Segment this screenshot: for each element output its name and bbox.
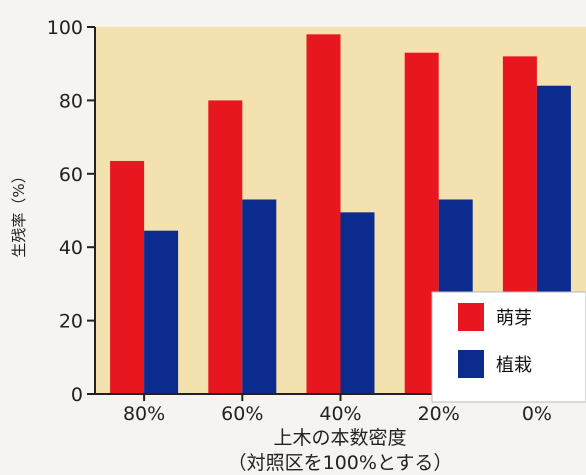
legend-label-1: 萌芽: [496, 308, 532, 329]
legend-swatch-1: [458, 303, 484, 331]
legend-label-2: 植栽: [496, 355, 532, 376]
x-axis-subtitle: （対照区を100%とする）: [228, 452, 453, 474]
y-tick-label: 100: [47, 17, 83, 39]
y-tick-label: 60: [59, 164, 83, 186]
legend-swatch-2: [458, 350, 484, 378]
bar-series2-2: [340, 212, 375, 394]
y-ticks: 0 20 40 60 80 100: [47, 17, 95, 406]
x-tick-label: 20%: [418, 403, 460, 425]
bar-series2-1: [242, 199, 277, 394]
legend: 萌芽 植栽: [431, 291, 586, 403]
x-tick-label: 80%: [123, 403, 165, 425]
x-tick-label: 40%: [319, 403, 361, 425]
bars: [110, 34, 571, 395]
y-axis-title: 生残率（%）: [10, 168, 28, 257]
bar-series1-1: [208, 100, 243, 395]
bar-series1-2: [306, 34, 341, 395]
x-ticks: 80% 60% 40% 20% 0%: [123, 394, 552, 425]
x-tick-label: 60%: [221, 403, 263, 425]
x-axis-title: 上木の本数密度: [273, 427, 406, 449]
legend-box: [431, 291, 586, 403]
bar-series1-0: [110, 160, 145, 394]
y-tick-label: 40: [59, 237, 83, 259]
y-tick-label: 0: [71, 384, 83, 406]
y-tick-label: 20: [59, 311, 83, 333]
x-tick-label: 0%: [522, 403, 552, 425]
y-tick-label: 80: [59, 90, 83, 112]
bar-series2-0: [144, 230, 179, 394]
